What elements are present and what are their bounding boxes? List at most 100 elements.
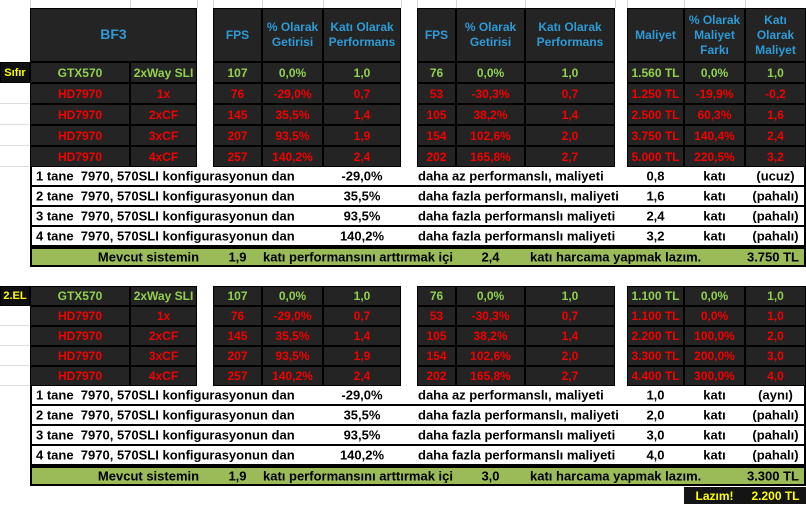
column-gap: [401, 346, 417, 366]
cost-pct-cell: 0,0%: [684, 286, 745, 306]
column-gap: [197, 286, 213, 306]
pct-return2-cell: -30,3%: [456, 83, 525, 104]
table-row: 2.EL GTX570 2xWay SLI 107 0,0% 1,0 76 0,…: [0, 286, 806, 306]
analysis-percent: 140,2%: [339, 447, 385, 463]
summary-perf-multiple: 1,9: [228, 249, 247, 265]
analysis-unit: katı: [703, 168, 726, 184]
cost-cell: 1.560 TL: [627, 62, 684, 83]
fps-group-2-header: FPS % Olarak Getirisi Katı Olarak Perfor…: [417, 8, 615, 62]
analysis-label: 2 tane 7970, 570SLI konfigurasyonun dan: [36, 188, 295, 204]
cost-pct-cell: 140,4%: [684, 125, 745, 146]
summary-suffix: katı harcama yapmak lazım.: [530, 468, 702, 484]
perf-multiple-header: Katı Olarak Performans: [323, 8, 401, 62]
benchmark-table-sifir: Sıfır GTX570 2xWay SLI 107 0,0% 1,0 76 0…: [0, 62, 806, 167]
benchmark-table-2el: 2.EL GTX570 2xWay SLI 107 0,0% 1,0 76 0,…: [0, 286, 806, 386]
perf-multiple1-cell: 1,9: [323, 125, 401, 146]
summary-mid-text: katı performansını arttırmak içi: [263, 249, 454, 265]
pct-return2-cell: 102,6%: [456, 125, 525, 146]
pct-return2-cell: 0,0%: [456, 62, 525, 83]
cost-pct-cell: 220,5%: [684, 146, 745, 167]
game-title: BF3: [30, 8, 197, 62]
fps2-cell: 53: [417, 306, 456, 326]
required-cash-footer: Lazım! 2.200 TL: [684, 487, 806, 504]
analysis-row: 2 tane 7970, 570SLI konfigurasyonun dan …: [32, 187, 804, 207]
analysis-multiple: 1,0: [646, 387, 665, 403]
cost-pct-cell: 300,0%: [684, 366, 745, 386]
column-gap: [615, 62, 627, 83]
analysis-row: 3 tane 7970, 570SLI konfigurasyonun dan …: [32, 207, 804, 227]
gpu-cell: HD7970: [30, 306, 130, 326]
table-row: HD7970 2xCF 145 35,5% 1,4 105 38,2% 1,4 …: [0, 104, 806, 125]
gpu-cell: HD7970: [30, 83, 130, 104]
perf-multiple1-cell: 1,4: [323, 104, 401, 125]
analysis-description: daha fazla performanslı, maliyeti: [418, 188, 619, 204]
fps1-cell: 76: [213, 306, 262, 326]
section-label-cell: Sıfır: [0, 62, 30, 83]
analysis-unit: katı: [703, 387, 726, 403]
analysis-multiple: 3,0: [646, 427, 665, 443]
cost-cell: 2.200 TL: [627, 326, 684, 346]
table-row: HD7970 4xCF 257 140,2% 2,4 202 165,8% 2,…: [0, 366, 806, 386]
table-row: HD7970 2xCF 145 35,5% 1,4 105 38,2% 1,4 …: [0, 326, 806, 346]
analysis-verdict: (pahalı): [752, 447, 799, 463]
column-gap: [615, 125, 627, 146]
section-label-cell: [0, 125, 30, 146]
fps2-cell: 76: [417, 62, 456, 83]
perf-multiple1-cell: 0,7: [323, 306, 401, 326]
pct-return2-cell: 38,2%: [456, 326, 525, 346]
pct-return-header: % Olarak Getirisi: [262, 8, 323, 62]
config-cell: 4xCF: [130, 366, 197, 386]
section-label-cell: [0, 346, 30, 366]
column-gap: [401, 306, 417, 326]
pct-return1-cell: 93,5%: [262, 125, 323, 146]
analysis-unit: katı: [703, 427, 726, 443]
analysis-verdict: (pahalı): [752, 407, 799, 423]
analysis-verdict: (ucuz): [756, 168, 795, 184]
section-label-cell: [0, 366, 30, 386]
analysis-percent: -29,0%: [341, 168, 383, 184]
perf-multiple1-cell: 0,7: [323, 83, 401, 104]
cost-cell: 3.300 TL: [627, 346, 684, 366]
perf-multiple2-cell: 2,7: [525, 366, 615, 386]
analysis-percent: 93,5%: [343, 208, 381, 224]
perf-multiple1-cell: 1,4: [323, 326, 401, 346]
table-row: HD7970 3xCF 207 93,5% 1,9 154 102,6% 2,0…: [0, 125, 806, 146]
gpu-cell: HD7970: [30, 104, 130, 125]
gpu-cell: HD7970: [30, 146, 130, 167]
cost-cell: 1.100 TL: [627, 306, 684, 326]
column-gap: [197, 306, 213, 326]
config-cell: 1x: [130, 306, 197, 326]
cost-cell: 4.400 TL: [627, 366, 684, 386]
table-row: Sıfır GTX570 2xWay SLI 107 0,0% 1,0 76 0…: [0, 62, 806, 83]
cost-pct-cell: 0,0%: [684, 306, 745, 326]
analysis-unit: katı: [703, 407, 726, 423]
top-gridline-strip: [0, 0, 806, 8]
analysis-label: 1 tane 7970, 570SLI konfigurasyonun dan: [36, 168, 295, 184]
analysis-percent: 35,5%: [343, 407, 381, 423]
cost-multiple-cell: 1,6: [745, 104, 806, 125]
cost-multiple-cell: 4,0: [745, 366, 806, 386]
section-label-cell: [0, 104, 30, 125]
column-gap: [401, 326, 417, 346]
column-gap: [615, 346, 627, 366]
column-gap: [401, 366, 417, 386]
analysis-percent: 35,5%: [343, 188, 381, 204]
analysis-label: 3 tane 7970, 570SLI konfigurasyonun dan: [36, 427, 295, 443]
analysis-multiple: 3,2: [646, 228, 665, 244]
cost-cell: 1.100 TL: [627, 286, 684, 306]
cost-pct-cell: -19,9%: [684, 83, 745, 104]
analysis-description: daha fazla performanslı, maliyeti: [418, 407, 619, 423]
column-gap: [615, 104, 627, 125]
column-gap: [197, 125, 213, 146]
summary-band-sifir: Mevcut sistemin 1,9 katı performansını a…: [30, 247, 806, 267]
analysis-unit: katı: [703, 208, 726, 224]
pct-return1-cell: 0,0%: [262, 62, 323, 83]
pct-return2-cell: 38,2%: [456, 104, 525, 125]
table-row: HD7970 3xCF 207 93,5% 1,9 154 102,6% 2,0…: [0, 346, 806, 366]
gpu-cell: HD7970: [30, 326, 130, 346]
fps1-cell: 76: [213, 83, 262, 104]
column-gap: [197, 366, 213, 386]
summary-total-cost: 3.750 TL: [746, 249, 799, 265]
fps1-cell: 257: [213, 146, 262, 167]
fps2-cell: 154: [417, 125, 456, 146]
